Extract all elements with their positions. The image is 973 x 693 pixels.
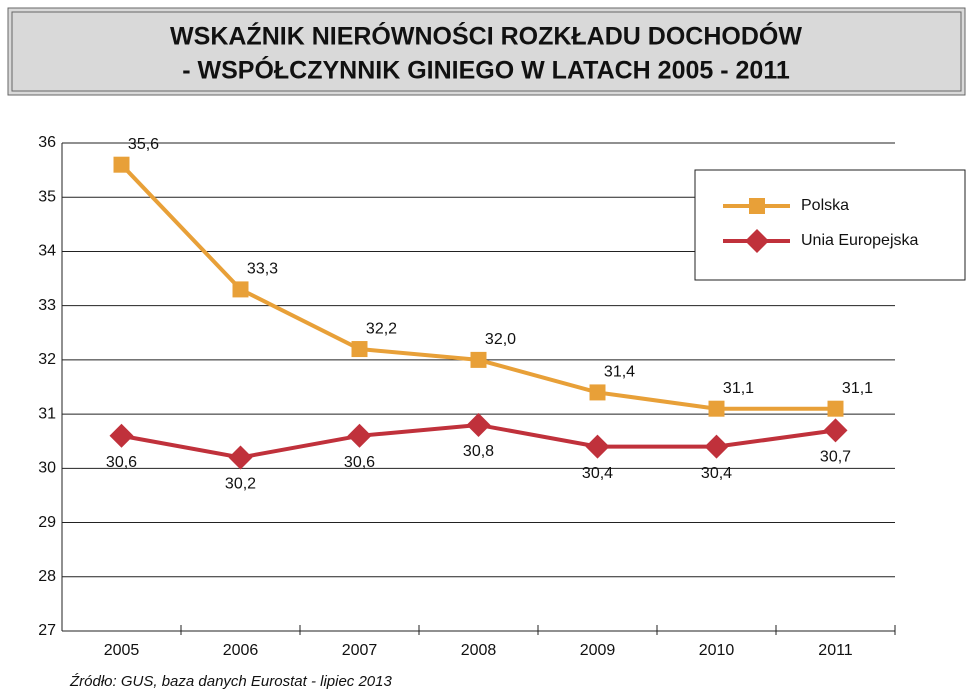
- legend-label: Unia Europejska: [801, 232, 919, 249]
- data-point: [232, 281, 249, 298]
- y-tick-label: 31: [38, 405, 56, 422]
- y-tick-label: 36: [38, 134, 56, 151]
- data-point: [827, 400, 844, 417]
- chart-title: - WSPÓŁCZYNNIK GINIEGO W LATACH 2005 - 2…: [182, 55, 790, 85]
- data-label: 30,6: [344, 454, 375, 471]
- legend-box: [694, 169, 966, 281]
- data-point: [351, 341, 368, 358]
- data-label: 30,4: [701, 465, 732, 482]
- y-tick-label: 35: [38, 188, 56, 205]
- data-point: [708, 400, 725, 417]
- legend-label: Polska: [801, 197, 849, 214]
- data-point: [113, 156, 130, 173]
- data-label: 32,2: [366, 320, 397, 337]
- data-point: [585, 434, 610, 459]
- x-tick-label: 2010: [699, 642, 735, 659]
- data-point: [704, 434, 729, 459]
- x-tick-label: 2005: [104, 642, 140, 659]
- title-box: [7, 7, 966, 96]
- x-tick-label: 2009: [580, 642, 616, 659]
- y-tick-label: 29: [38, 514, 56, 531]
- data-label: 31,4: [604, 364, 635, 381]
- data-point: [466, 412, 491, 437]
- data-point: [589, 384, 606, 401]
- y-tick-label: 34: [38, 243, 56, 260]
- y-tick-label: 30: [38, 460, 56, 477]
- legend-marker: [745, 229, 769, 253]
- data-label: 30,6: [106, 454, 137, 471]
- x-tick-label: 2006: [223, 642, 259, 659]
- data-label: 32,0: [485, 331, 516, 348]
- data-label: 30,4: [582, 465, 613, 482]
- x-tick-label: 2008: [461, 642, 497, 659]
- data-label: 35,6: [128, 136, 159, 153]
- source-note: Źródło: GUS, baza danych Eurostat - lipi…: [69, 673, 392, 690]
- y-tick-label: 28: [38, 568, 56, 585]
- data-label: 31,1: [723, 380, 754, 397]
- y-tick-label: 32: [38, 351, 56, 368]
- data-label: 31,1: [842, 380, 873, 397]
- data-point: [347, 423, 372, 448]
- chart-title: WSKAŹNIK NIERÓWNOŚCI ROZKŁADU DOCHODÓW: [170, 21, 802, 51]
- y-tick-label: 33: [38, 297, 56, 314]
- x-tick-label: 2007: [342, 642, 378, 659]
- data-point: [823, 418, 848, 443]
- x-tick-label: 2011: [818, 642, 853, 659]
- y-tick-label: 27: [38, 622, 56, 639]
- data-point: [470, 351, 487, 368]
- data-label: 30,8: [463, 443, 494, 460]
- data-label: 30,2: [225, 476, 256, 493]
- data-label: 33,3: [247, 261, 278, 278]
- data-point: [228, 445, 253, 470]
- legend-marker: [749, 198, 765, 214]
- data-label: 30,7: [820, 449, 851, 466]
- data-point: [109, 423, 134, 448]
- title-box-inner: [11, 11, 962, 92]
